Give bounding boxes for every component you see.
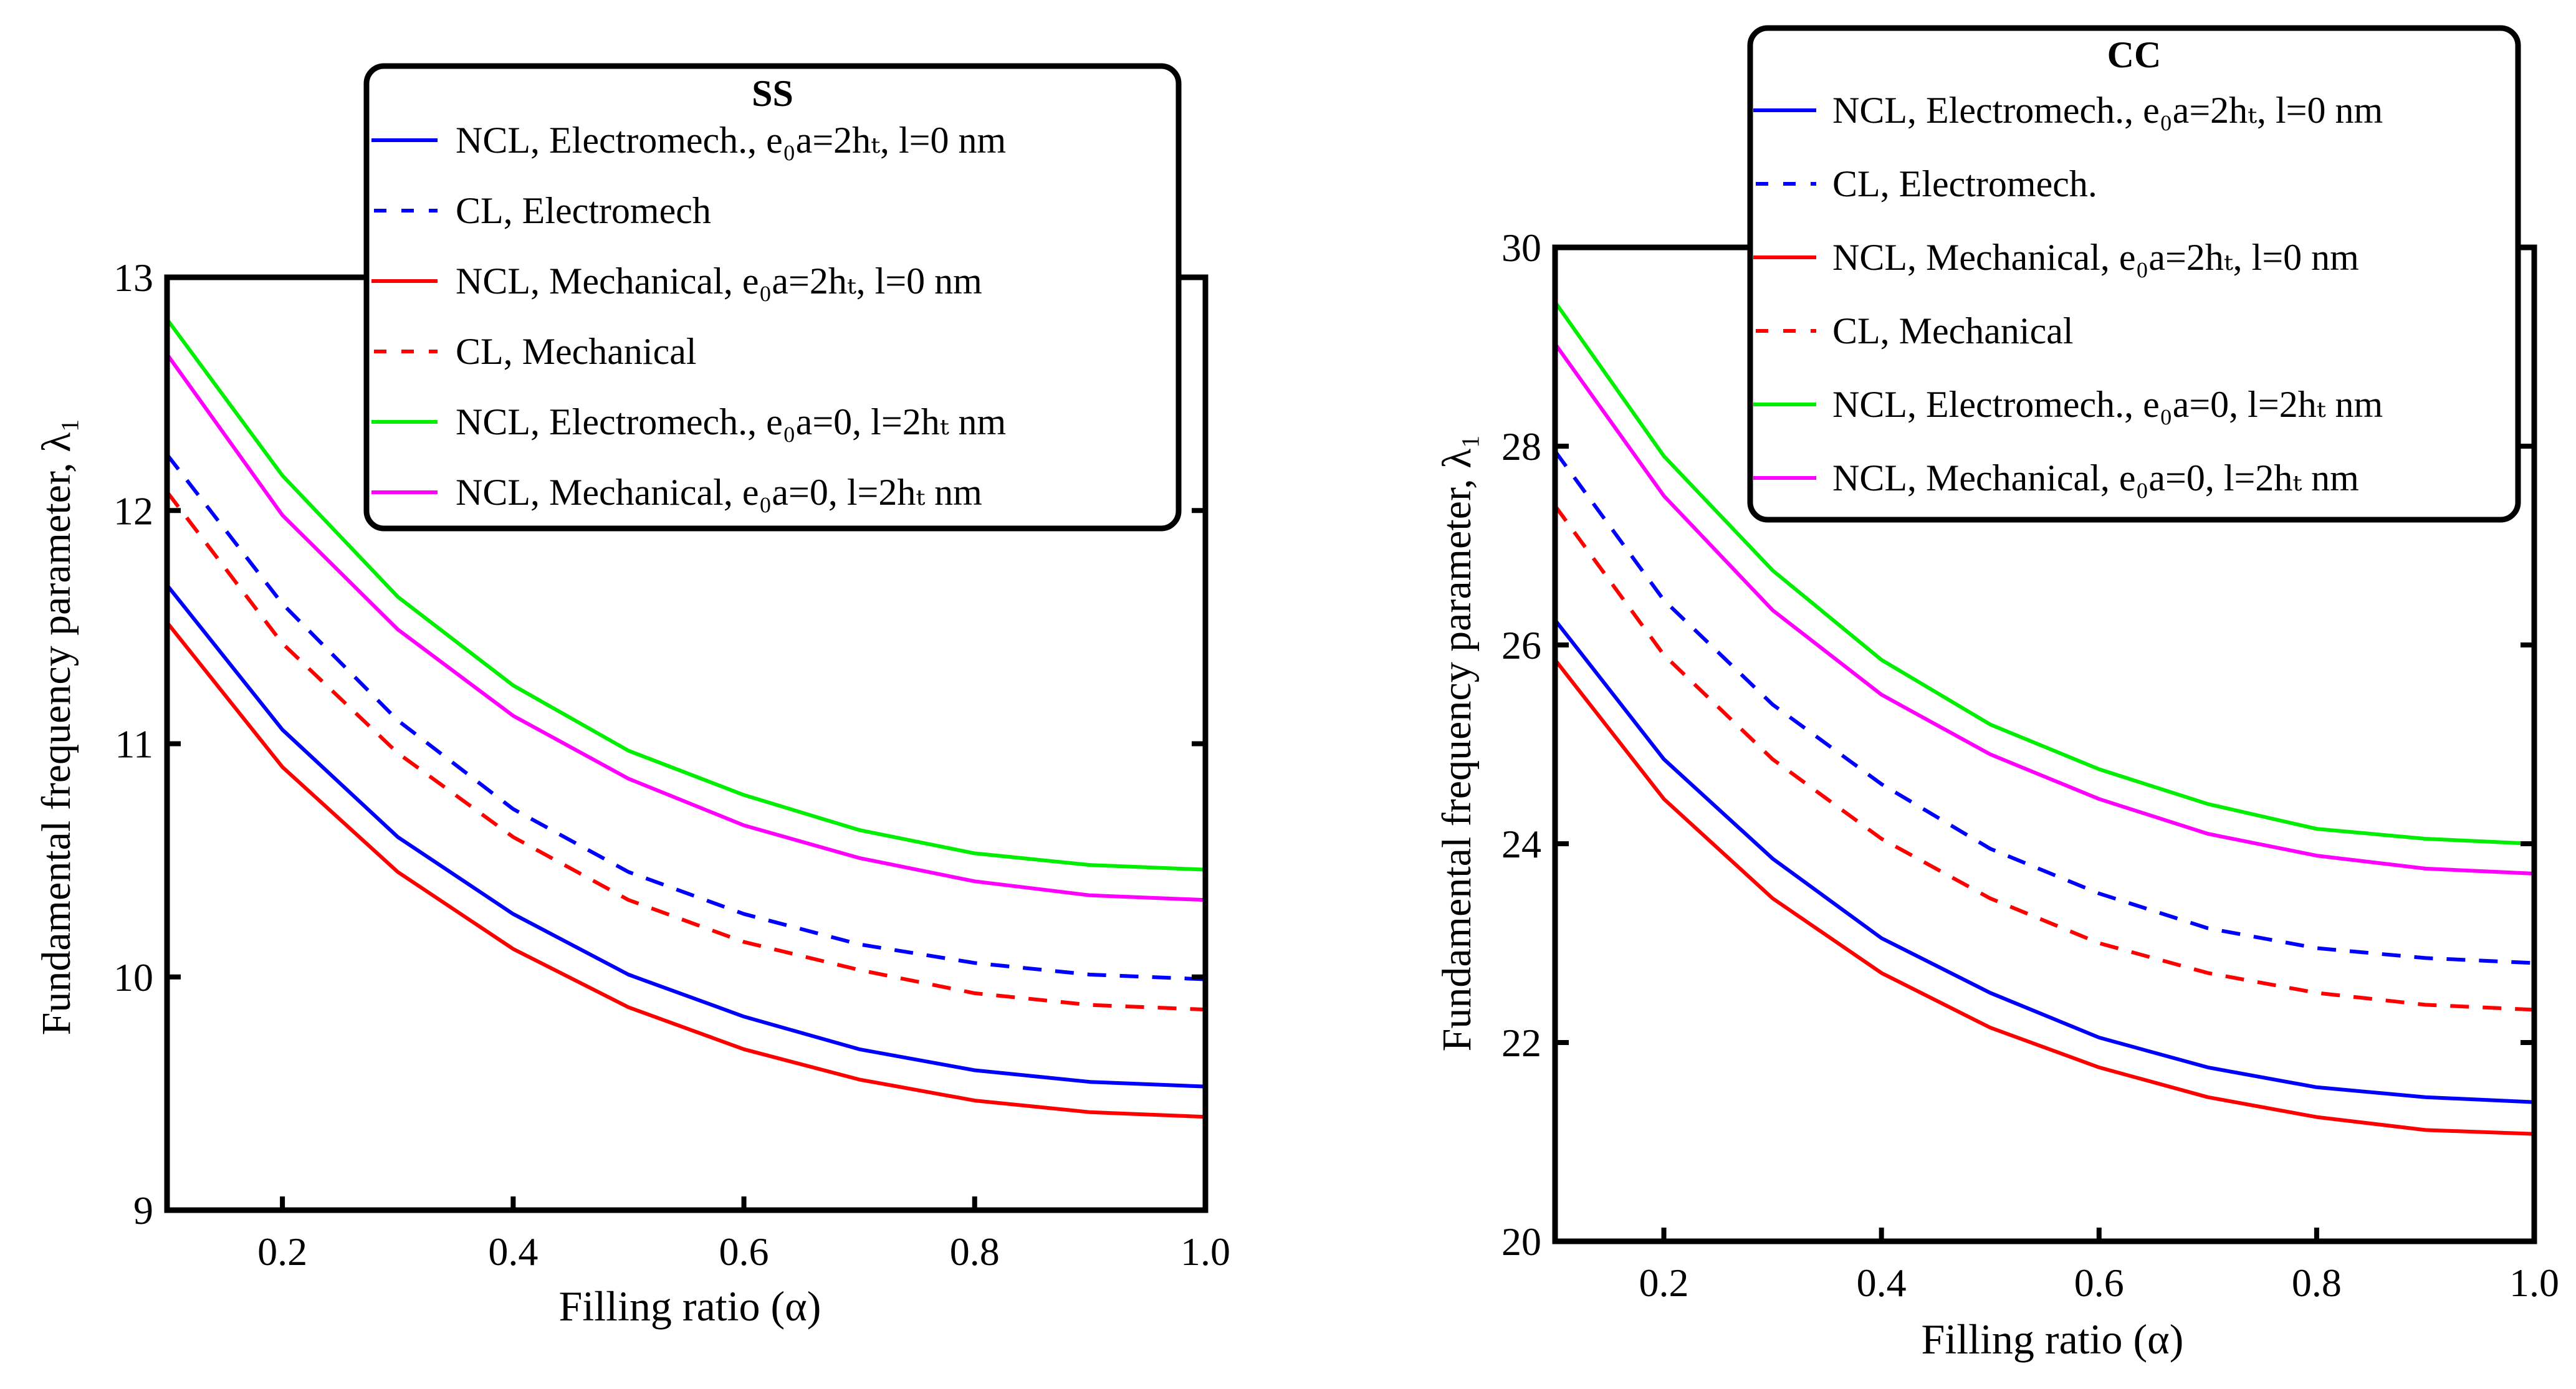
series-line (165, 621, 1206, 1119)
legend-label: CL, Electromech (456, 190, 711, 231)
legend-box (363, 63, 1182, 532)
x-tick-label: 0.4 (1857, 1261, 1907, 1305)
series-line (165, 490, 1206, 1012)
x-tick-label: 0.6 (2074, 1261, 2124, 1305)
y-tick-label: 10 (113, 955, 153, 1000)
y-axis-title: Fundamental frequency parameter, λ₁ (34, 418, 79, 1036)
legend-label: NCL, Electromech., e₀a=2hₜ, l=0 nm (1832, 90, 2383, 131)
y-tick-label: 12 (113, 489, 153, 533)
legend-label: NCL, Electromech., e₀a=2hₜ, l=0 nm (456, 120, 1006, 161)
x-tick-label: 1.0 (1180, 1229, 1230, 1274)
series-line (1553, 659, 2535, 1136)
legend-box (1747, 25, 2521, 523)
y-tick-label: 28 (1501, 424, 1541, 469)
legend-label: NCL, Mechanical, e₀a=0, l=2hₜ nm (456, 472, 982, 513)
x-tick-label: 0.6 (719, 1229, 769, 1274)
x-tick-label: 1.0 (2509, 1261, 2559, 1305)
series-line (1553, 342, 2535, 876)
series-line (165, 453, 1206, 981)
legend-title: SS (752, 73, 793, 114)
legend-label: CL, Electromech. (1832, 163, 2097, 204)
series-line (165, 584, 1206, 1089)
series-line (1553, 619, 2535, 1104)
series-line (1553, 450, 2535, 965)
x-axis-title: Filling ratio (α) (1922, 1315, 2184, 1363)
x-tick-label: 0.4 (488, 1229, 538, 1274)
legend: CC NCL, Electromech., e₀a=2hₜ, l=0 nm CL, … (1747, 25, 2521, 523)
y-tick-label: 11 (115, 722, 153, 766)
y-tick-label: 20 (1501, 1220, 1541, 1264)
legend-label: NCL, Mechanical, e₀a=0, l=2hₜ nm (1832, 457, 2359, 499)
series-line (165, 318, 1206, 872)
legend-label: NCL, Mechanical, e₀a=2hₜ, l=0 nm (456, 260, 982, 302)
x-tick-label: 0.8 (950, 1229, 1000, 1274)
series-line (1553, 504, 2535, 1012)
legend-label: NCL, Electromech., e₀a=0, l=2hₜ nm (456, 401, 1006, 442)
legend-label: CL, Mechanical (456, 331, 697, 372)
x-axis-title: Filling ratio (α) (559, 1282, 821, 1330)
series-line (1553, 300, 2535, 846)
y-tick-label: 22 (1501, 1021, 1541, 1065)
legend: SS NCL, Electromech., e₀a=2hₜ, l=0 nm CL, … (363, 63, 1182, 532)
y-tick-label: 13 (113, 255, 153, 300)
legend-label: CL, Mechanical (1832, 310, 2074, 351)
legend-label: NCL, Electromech., e₀a=0, l=2hₜ nm (1832, 384, 2383, 425)
y-tick-label: 24 (1501, 822, 1541, 866)
legend-label: NCL, Mechanical, e₀a=2hₜ, l=0 nm (1832, 237, 2359, 278)
chart-ss: 9 10 11 12 13 0.2 0.4 0.6 0.8 1.0 Filling ratio (α… (34, 63, 1230, 1330)
y-tick-label: 9 (133, 1188, 153, 1233)
x-tick-label: 0.2 (1639, 1261, 1689, 1305)
chart-cc: 20 22 24 26 28 30 0.2 0.4 0.6 0.8 1.0 Filling ratio… (1434, 25, 2559, 1363)
x-tick-label: 0.2 (257, 1229, 307, 1274)
y-tick-label: 26 (1501, 623, 1541, 667)
y-tick-label: 30 (1501, 226, 1541, 270)
legend-title: CC (2107, 34, 2162, 75)
x-tick-label: 0.8 (2292, 1261, 2342, 1305)
series-line (165, 353, 1206, 902)
y-axis-title: Fundamental frequency parameter, λ₁ (1434, 434, 1480, 1052)
